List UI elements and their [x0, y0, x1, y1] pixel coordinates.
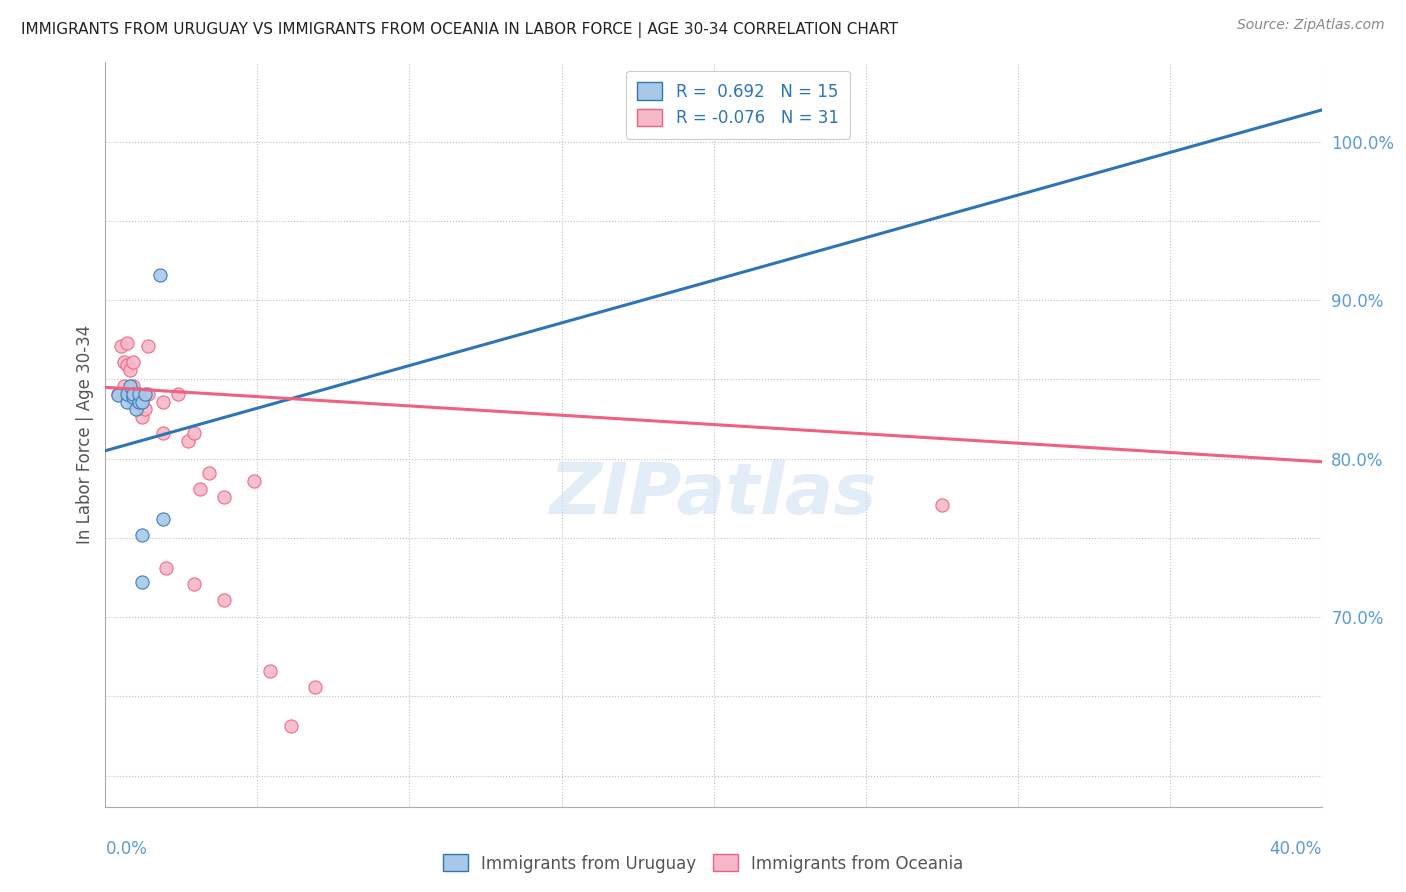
Legend: R =  0.692   N = 15, R = -0.076   N = 31: R = 0.692 N = 15, R = -0.076 N = 31	[626, 70, 851, 139]
Point	[280, 719, 302, 733]
Point	[152, 512, 174, 526]
Point	[131, 394, 153, 409]
Point	[112, 378, 135, 392]
Point	[121, 378, 143, 392]
Text: 0.0%: 0.0%	[105, 840, 148, 858]
Point	[121, 394, 143, 409]
Text: IMMIGRANTS FROM URUGUAY VS IMMIGRANTS FROM OCEANIA IN LABOR FORCE | AGE 30-34 CO: IMMIGRANTS FROM URUGUAY VS IMMIGRANTS FR…	[21, 22, 898, 38]
Point	[121, 386, 143, 401]
Point	[176, 434, 198, 449]
Point	[115, 386, 138, 401]
Point	[183, 576, 205, 591]
Point	[110, 339, 132, 353]
Point	[121, 390, 143, 404]
Point	[243, 474, 266, 488]
Point	[107, 386, 129, 401]
Point	[115, 335, 138, 350]
Legend: Immigrants from Uruguay, Immigrants from Oceania: Immigrants from Uruguay, Immigrants from…	[436, 847, 970, 880]
Point	[212, 490, 235, 504]
Point	[152, 426, 174, 441]
Point	[931, 498, 953, 512]
Point	[131, 410, 153, 425]
Point	[149, 268, 172, 282]
Point	[198, 466, 221, 480]
Point	[125, 402, 148, 417]
Point	[183, 426, 205, 441]
Point	[134, 402, 156, 417]
Point	[121, 355, 143, 369]
Point	[167, 386, 190, 401]
Point	[304, 680, 326, 694]
Point	[155, 561, 177, 575]
Text: 40.0%: 40.0%	[1270, 840, 1322, 858]
Point	[107, 388, 129, 402]
Point	[152, 394, 174, 409]
Y-axis label: In Labor Force | Age 30-34: In Labor Force | Age 30-34	[76, 326, 94, 544]
Text: Source: ZipAtlas.com: Source: ZipAtlas.com	[1237, 18, 1385, 32]
Point	[259, 664, 281, 678]
Point	[112, 355, 135, 369]
Point	[134, 386, 156, 401]
Point	[128, 394, 150, 409]
Point	[128, 386, 150, 401]
Point	[131, 575, 153, 590]
Point	[188, 482, 211, 496]
Point	[118, 378, 141, 392]
Text: ZIPatlas: ZIPatlas	[550, 460, 877, 529]
Point	[118, 363, 141, 377]
Point	[136, 339, 159, 353]
Point	[115, 358, 138, 372]
Point	[131, 527, 153, 541]
Point	[115, 394, 138, 409]
Point	[212, 592, 235, 607]
Point	[136, 386, 159, 401]
Point	[128, 392, 150, 406]
